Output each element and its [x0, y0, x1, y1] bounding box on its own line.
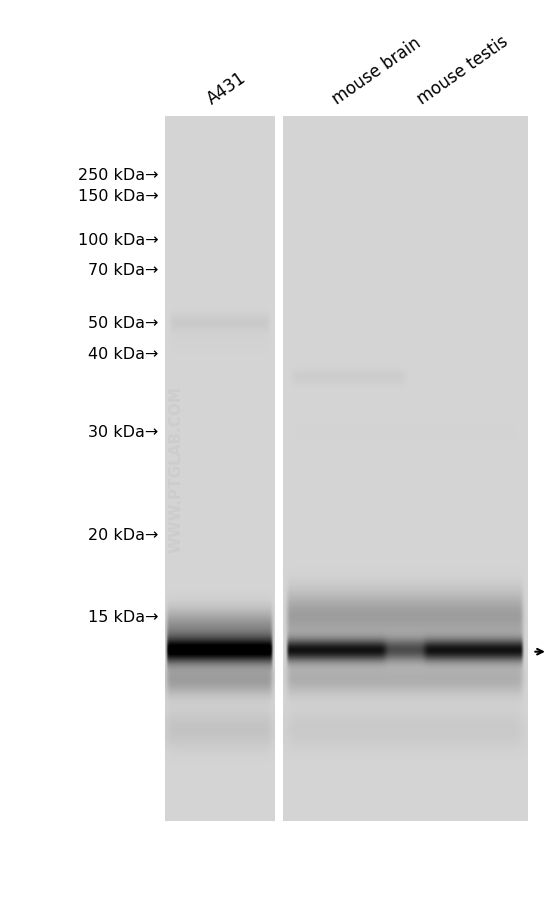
- Text: 150 kDa→: 150 kDa→: [78, 189, 158, 204]
- Text: 40 kDa→: 40 kDa→: [88, 347, 158, 362]
- Text: 15 kDa→: 15 kDa→: [88, 609, 158, 624]
- Text: A431: A431: [204, 69, 250, 108]
- Text: 20 kDa→: 20 kDa→: [88, 527, 158, 542]
- Text: mouse brain: mouse brain: [328, 34, 424, 108]
- Text: 70 kDa→: 70 kDa→: [88, 263, 158, 278]
- Text: WWW.PTGLAB.COM: WWW.PTGLAB.COM: [168, 386, 184, 552]
- Text: mouse testis: mouse testis: [414, 32, 512, 108]
- Text: 50 kDa→: 50 kDa→: [88, 316, 158, 331]
- Text: 250 kDa→: 250 kDa→: [78, 168, 158, 182]
- Text: 100 kDa→: 100 kDa→: [78, 233, 158, 248]
- Text: 30 kDa→: 30 kDa→: [88, 425, 158, 440]
